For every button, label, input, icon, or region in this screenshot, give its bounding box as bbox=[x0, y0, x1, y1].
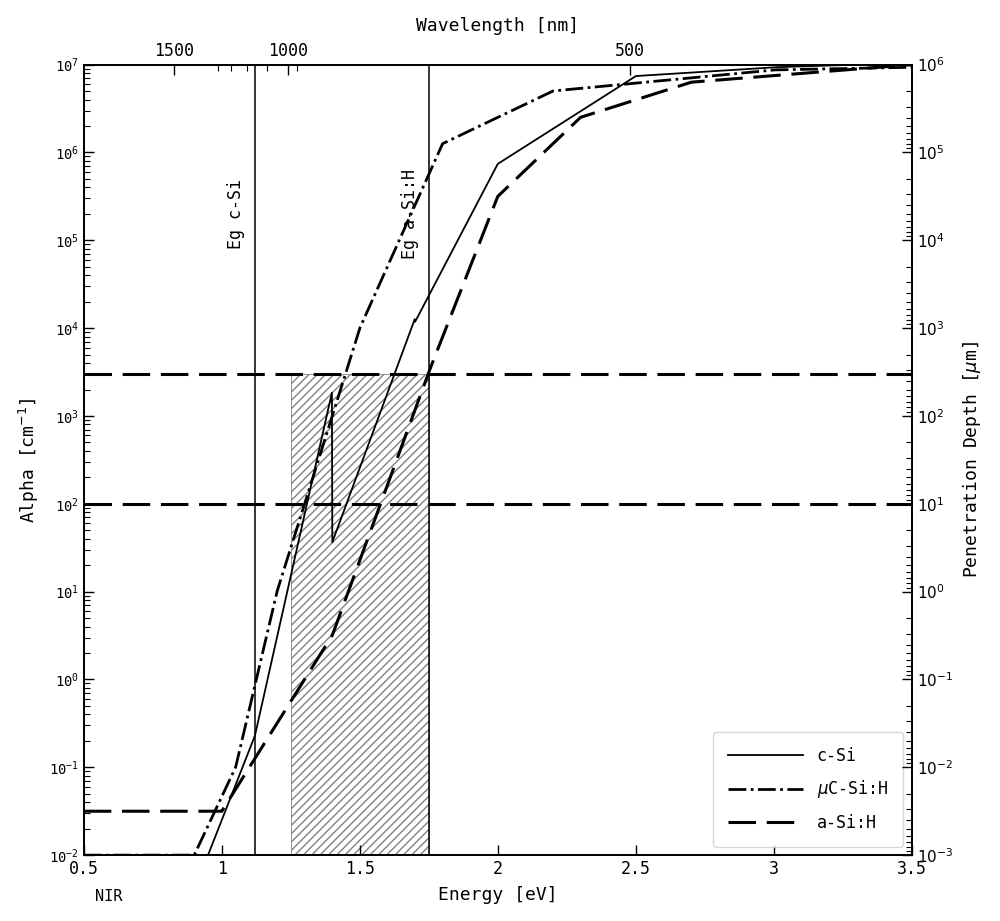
$\mu$C-Si:H bbox=[480, 117, 492, 128]
$\mu$C-Si:H bbox=[458, 128, 470, 139]
Line: c-Si: c-Si bbox=[84, 63, 912, 921]
$\mu$C-Si:H bbox=[78, 849, 90, 860]
Y-axis label: Penetration Depth [$\mu$m]: Penetration Depth [$\mu$m] bbox=[961, 342, 983, 578]
a-Si:H bbox=[458, 275, 470, 286]
X-axis label: Energy [eV]: Energy [eV] bbox=[438, 886, 558, 904]
X-axis label: Wavelength [nm]: Wavelength [nm] bbox=[416, 17, 579, 35]
Legend: c-Si, $\mu$C-Si:H, a-Si:H: c-Si, $\mu$C-Si:H, a-Si:H bbox=[713, 732, 903, 846]
c-Si bbox=[458, 222, 470, 233]
a-Si:H bbox=[730, 73, 742, 84]
a-Si:H bbox=[906, 59, 918, 70]
a-Si:H bbox=[120, 806, 132, 817]
$\mu$C-Si:H bbox=[906, 62, 918, 73]
$\mu$C-Si:H bbox=[120, 849, 132, 860]
c-Si bbox=[480, 181, 492, 192]
c-Si bbox=[881, 58, 893, 69]
Text: Eg c-Si: Eg c-Si bbox=[227, 179, 245, 249]
a-Si:H bbox=[882, 61, 894, 72]
$\mu$C-Si:H bbox=[881, 63, 893, 74]
Y-axis label: Alpha [cm$^{-1}$]: Alpha [cm$^{-1}$] bbox=[17, 397, 41, 522]
Line: $\mu$C-Si:H: $\mu$C-Si:H bbox=[84, 67, 912, 855]
Text: NIR: NIR bbox=[95, 889, 122, 904]
Text: Eg a-Si:H: Eg a-Si:H bbox=[401, 169, 419, 259]
c-Si bbox=[906, 57, 918, 68]
a-Si:H bbox=[881, 61, 893, 72]
c-Si bbox=[882, 58, 894, 69]
a-Si:H bbox=[480, 220, 492, 231]
c-Si bbox=[730, 64, 742, 76]
a-Si:H bbox=[78, 806, 90, 817]
$\mu$C-Si:H bbox=[882, 63, 894, 74]
$\mu$C-Si:H bbox=[730, 68, 742, 79]
Line: a-Si:H: a-Si:H bbox=[84, 64, 912, 811]
